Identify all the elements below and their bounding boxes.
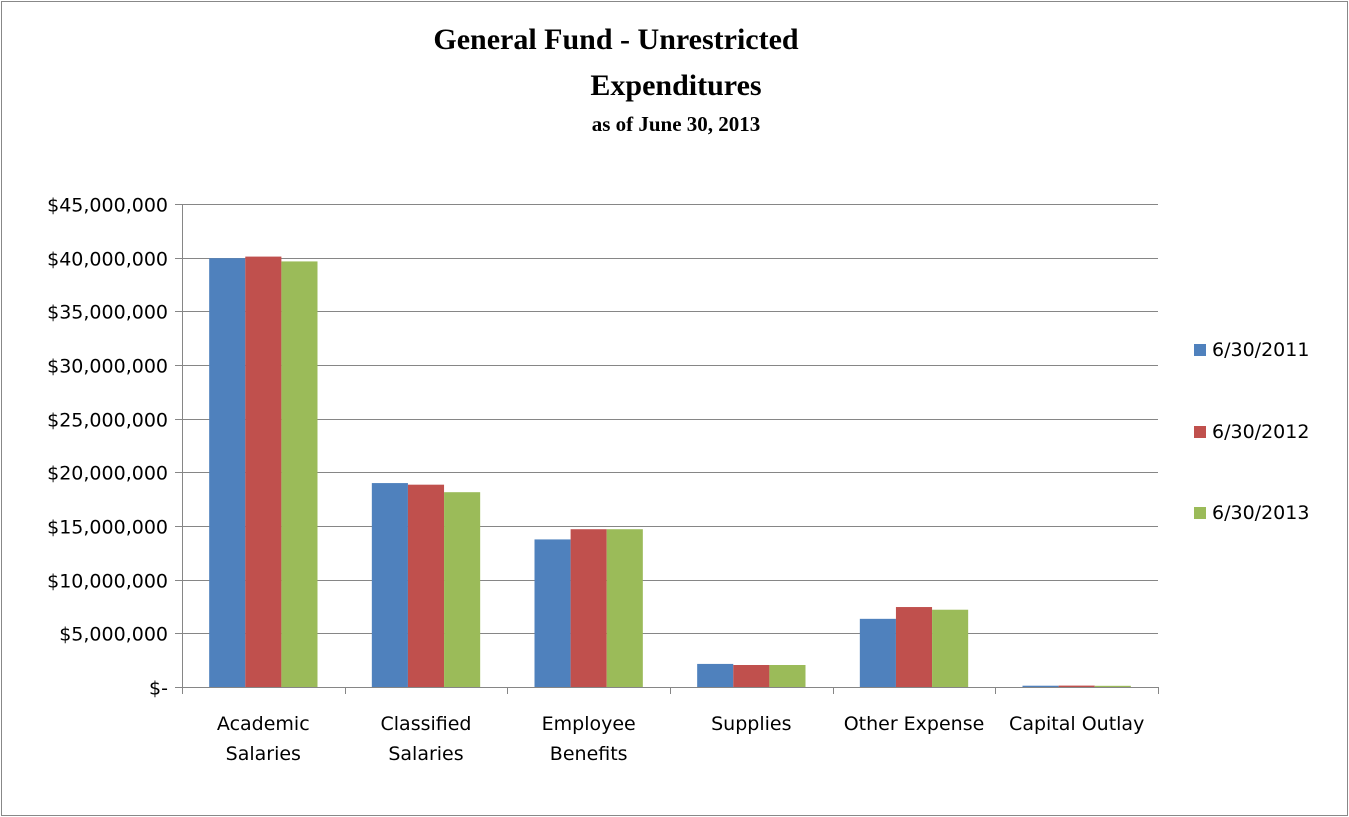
legend-swatch-1 xyxy=(1194,426,1206,438)
y-tick-label-3: $15,000,000 xyxy=(47,517,168,539)
y-tick-label-2: $10,000,000 xyxy=(47,571,168,593)
x-category-label-5: Capital Outlay xyxy=(1009,713,1144,735)
y-tick-label-4: $20,000,000 xyxy=(47,463,168,485)
x-category-line-1-0: Classified xyxy=(381,713,472,735)
y-axis-ticks: $- $5,000,000 $10,000,000 $15,000,000 $20,00… xyxy=(47,195,182,700)
legend-item-1: 6/30/2012 xyxy=(1194,421,1309,443)
legend-item-0: 6/30/2011 xyxy=(1194,339,1309,361)
x-category-label-4: Other Expense xyxy=(844,713,985,735)
legend-label-1: 6/30/2012 xyxy=(1212,421,1309,443)
bar-0-2 xyxy=(281,261,317,687)
y-tick-label-5: $25,000,000 xyxy=(47,410,168,432)
chart-title-line-2: Expenditures xyxy=(590,69,761,102)
bar-5-2 xyxy=(1095,686,1131,687)
bar-4-1 xyxy=(896,607,932,687)
legend-label-0: 6/30/2011 xyxy=(1212,339,1309,361)
x-category-line-2-1: Benefits xyxy=(550,743,628,765)
bar-2-0 xyxy=(535,539,571,687)
bars xyxy=(209,257,1131,687)
x-category-line-0-1: Salaries xyxy=(226,743,301,765)
x-category-line-5-0: Capital Outlay xyxy=(1009,713,1144,735)
bar-1-2 xyxy=(444,492,480,687)
bar-3-2 xyxy=(769,665,805,687)
bar-3-0 xyxy=(697,664,733,687)
x-category-label-1: Classified Salaries xyxy=(381,713,472,765)
legend-item-2: 6/30/2013 xyxy=(1194,502,1309,524)
bar-4-0 xyxy=(860,619,896,687)
x-category-label-2: Employee Benefits xyxy=(542,713,636,765)
bar-0-1 xyxy=(245,257,281,687)
x-category-label-0: Academic Salaries xyxy=(217,713,310,765)
chart-title-line-1: General Fund - Unrestricted xyxy=(433,23,799,56)
bar-0-0 xyxy=(209,258,245,687)
chart-subtitle: as of June 30, 2013 xyxy=(592,112,761,136)
bar-1-1 xyxy=(408,485,444,687)
x-category-line-3-0: Supplies xyxy=(711,713,791,735)
legend-swatch-2 xyxy=(1194,507,1206,519)
bar-5-0 xyxy=(1023,686,1059,687)
y-tick-label-7: $35,000,000 xyxy=(47,302,168,324)
x-category-line-1-1: Salaries xyxy=(388,743,463,765)
y-tick-label-1: $5,000,000 xyxy=(59,624,168,646)
x-category-label-3: Supplies xyxy=(711,713,791,735)
gridlines xyxy=(182,205,1158,634)
x-category-line-2-0: Employee xyxy=(542,713,636,735)
y-tick-label-8: $40,000,000 xyxy=(47,249,168,271)
bar-2-2 xyxy=(607,529,643,687)
bar-1-0 xyxy=(372,483,408,687)
y-tick-label-6: $30,000,000 xyxy=(47,356,168,378)
x-axis-categories: Academic Salaries Classified Salaries Employ… xyxy=(217,713,1144,765)
bar-3-1 xyxy=(733,665,769,687)
legend-label-2: 6/30/2013 xyxy=(1212,502,1309,524)
bar-5-1 xyxy=(1059,686,1095,687)
chart-title: General Fund - Unrestricted Expenditures… xyxy=(433,23,799,136)
x-category-line-0-0: Academic xyxy=(217,713,310,735)
bar-4-2 xyxy=(932,610,968,687)
bar-2-1 xyxy=(571,529,607,687)
legend: 6/30/2011 6/30/2012 6/30/2013 xyxy=(1194,339,1309,524)
x-category-line-4-0: Other Expense xyxy=(844,713,985,735)
y-tick-label-9: $45,000,000 xyxy=(47,195,168,217)
axes xyxy=(182,204,1159,694)
y-tick-label-0: $- xyxy=(149,678,168,700)
legend-swatch-0 xyxy=(1194,344,1206,356)
